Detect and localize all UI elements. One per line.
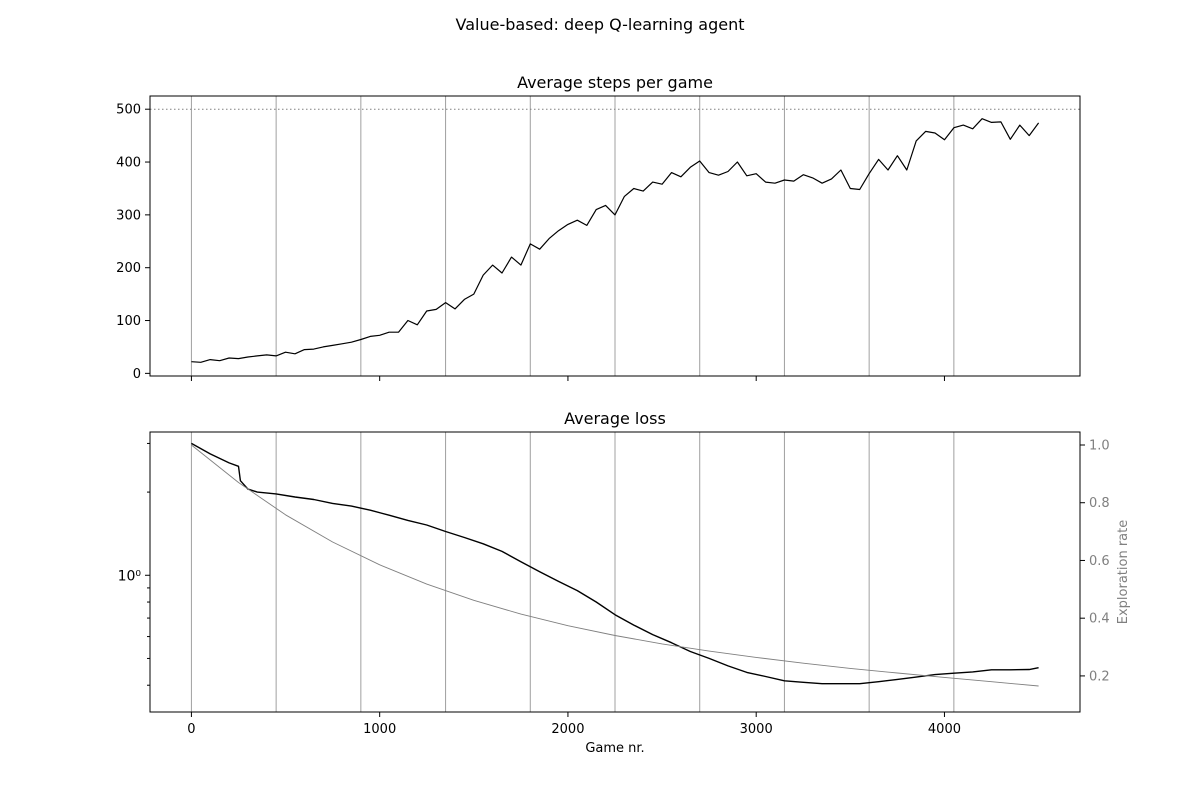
bottom-y-axis: 10⁰ [118, 442, 150, 686]
bottom-xtick-label-2: 2000 [551, 722, 584, 737]
top-y-axis: 0 100 200 300 400 500 [116, 103, 150, 382]
top-vertical-gridlines [190, 96, 955, 376]
bottom-xtick-label-0: 0 [187, 722, 195, 737]
top-ytick-label-4: 400 [116, 156, 141, 171]
bottom-xtick-label-4: 4000 [928, 722, 961, 737]
bottom-xtick-label-1: 1000 [363, 722, 396, 737]
top-ytick-label-0: 0 [133, 367, 141, 382]
loss-line [191, 442, 1039, 685]
exploration-rate-line [191, 444, 1039, 687]
bottom-y2tick-label-2: 0.6 [1089, 554, 1110, 569]
bottom-y2-axis-label: Exploration rate [1116, 520, 1131, 624]
bottom-x-axis: 0 1000 2000 3000 4000 [187, 712, 961, 737]
bottom-y2tick-label-4: 1.0 [1089, 438, 1110, 453]
bottom-series-group [191, 442, 1039, 687]
bottom-vertical-gridlines [190, 432, 955, 712]
bottom-plot-frame [149, 431, 1081, 713]
top-plot-frame [149, 95, 1081, 377]
bottom-y2tick-label-3: 0.8 [1089, 496, 1110, 511]
figure-title: Value-based: deep Q-learning agent [456, 15, 745, 34]
top-ytick-label-3: 300 [116, 208, 141, 223]
top-ytick-label-5: 500 [116, 103, 141, 118]
top-plot: Average steps per game 0 100 200 300 400 500 [116, 73, 1081, 382]
bottom-y2-axis: 0.2 0.4 0.6 0.8 1.0 [1080, 438, 1110, 684]
bottom-plot: Average loss 10⁰ 0.2 0.4 0.6 0.8 1.0 0 1000 20… [118, 409, 1131, 756]
top-series-line-0 [191, 118, 1040, 363]
bottom-y2tick-label-1: 0.4 [1089, 612, 1110, 627]
top-plot-title: Average steps per game [517, 73, 713, 92]
bottom-plot-title: Average loss [564, 409, 666, 428]
bottom-x-axis-label: Game nr. [585, 741, 644, 756]
top-x-axis [190, 376, 945, 381]
bottom-ytick-label-0: 10⁰ [118, 568, 142, 584]
bottom-y2tick-label-0: 0.2 [1089, 669, 1110, 684]
top-series-group [191, 118, 1040, 363]
bottom-xtick-label-3: 3000 [740, 722, 773, 737]
top-ytick-label-2: 200 [116, 261, 141, 276]
top-ytick-label-1: 100 [116, 314, 141, 329]
